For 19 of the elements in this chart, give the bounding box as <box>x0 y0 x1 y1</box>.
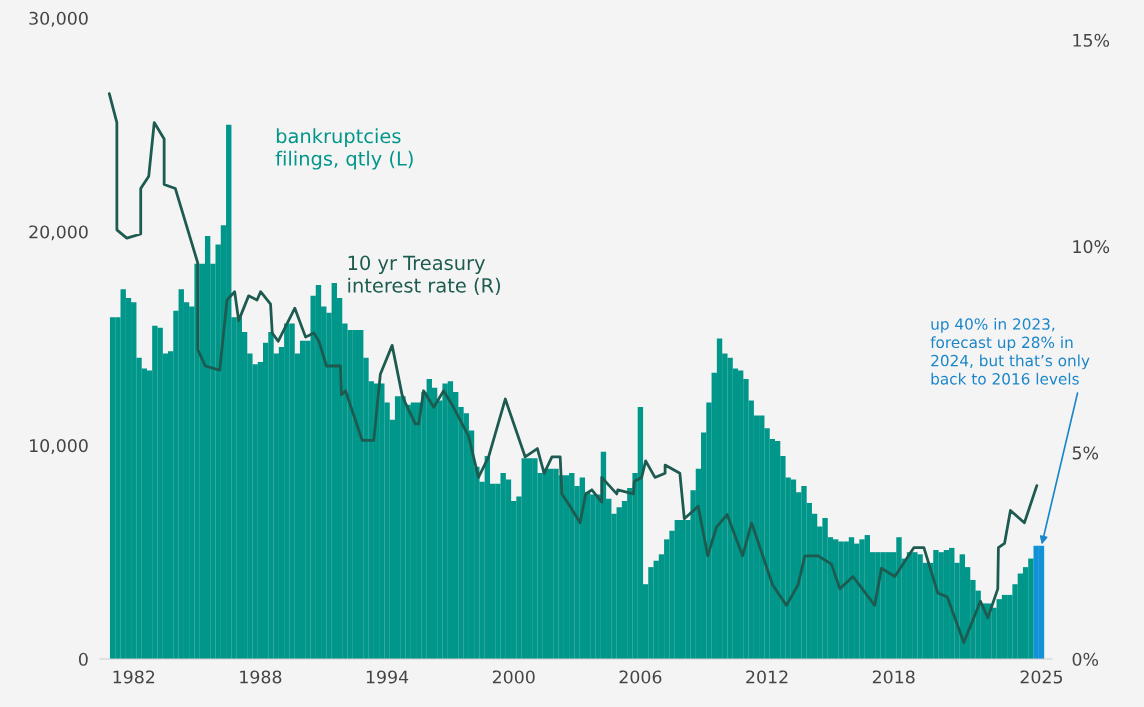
x-tick-label: 2000 <box>492 670 535 684</box>
text: bankruptcies filings, qtly (L) <box>275 128 413 170</box>
x-tick-label: 1994 <box>366 670 409 684</box>
y2-tick-label: 5% <box>1072 446 1099 460</box>
x-tick-label: 2012 <box>746 670 788 684</box>
text: 10 yr Treasury interest rate (R) <box>348 255 501 296</box>
y2-tick-label: 15% <box>1073 33 1110 47</box>
x-tick-label: 2018 <box>872 670 915 684</box>
y2-tick-label: 0% <box>1072 652 1099 666</box>
y-tick-label: 20,000 <box>29 225 88 241</box>
x-tick-label: 1988 <box>240 670 282 684</box>
x-tick-label: 2025 <box>1020 670 1063 684</box>
x-tick-label: 1982 <box>113 670 155 684</box>
y-tick-label: 30,000 <box>29 11 88 27</box>
y2-tick-label: 10% <box>1073 240 1110 254</box>
x-tick-label: 2006 <box>619 670 662 684</box>
annotation: up 40% in 2023, forecast up 28% in 2024, but that’s only back to 2016 levels <box>930 318 1090 385</box>
y-tick-label: 10,000 <box>30 439 88 454</box>
y-tick-label: 0 <box>78 652 88 666</box>
